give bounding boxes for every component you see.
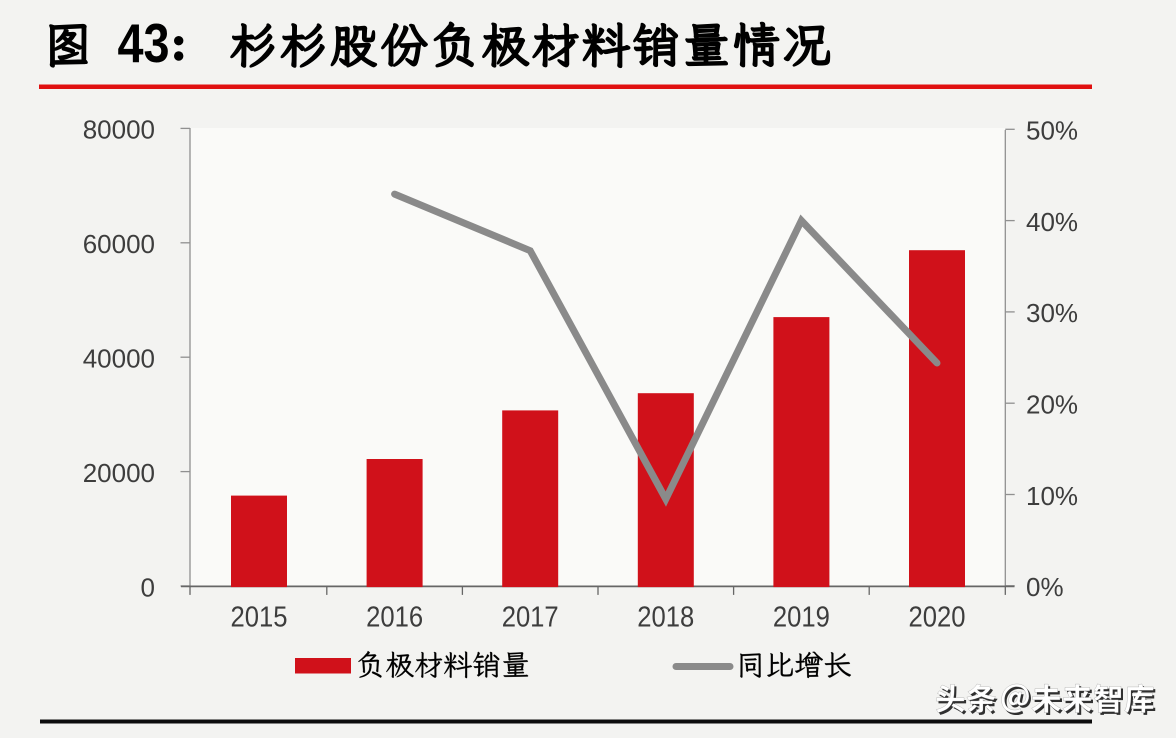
svg-text:20000: 20000 [83, 458, 155, 488]
svg-text:0%: 0% [1026, 572, 1064, 602]
svg-text:50%: 50% [1026, 116, 1078, 146]
svg-text:40%: 40% [1026, 207, 1078, 237]
svg-text:20%: 20% [1026, 390, 1078, 420]
svg-text:80000: 80000 [83, 115, 155, 145]
svg-text:10%: 10% [1026, 481, 1078, 511]
svg-text:30%: 30% [1026, 298, 1078, 328]
svg-text:2017: 2017 [502, 602, 559, 634]
svg-text:40000: 40000 [83, 344, 155, 374]
svg-text:2020: 2020 [909, 602, 966, 634]
svg-text:60000: 60000 [83, 229, 155, 259]
svg-text:2016: 2016 [366, 602, 423, 634]
svg-text:2018: 2018 [637, 602, 694, 634]
svg-text:0: 0 [141, 572, 155, 602]
svg-text:43: 43 [118, 13, 170, 74]
svg-text:2015: 2015 [231, 602, 288, 634]
svg-text:2019: 2019 [773, 602, 830, 634]
